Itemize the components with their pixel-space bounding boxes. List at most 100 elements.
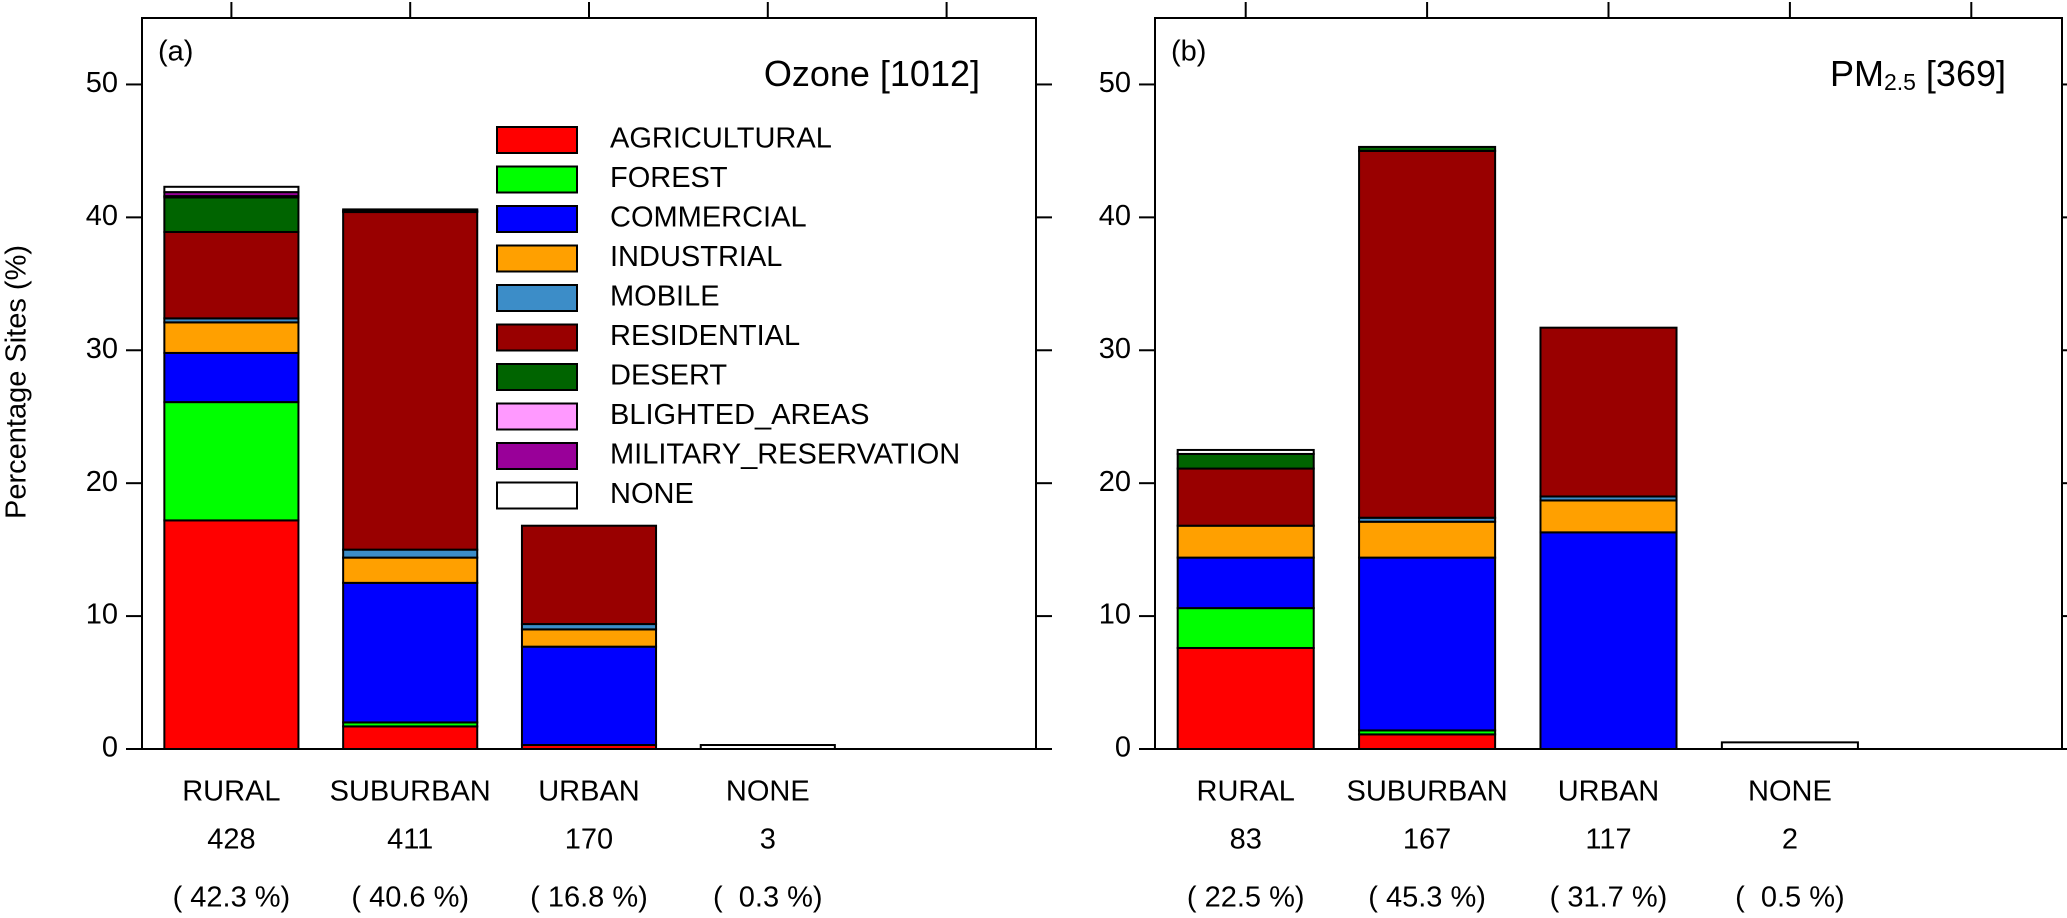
legend-label: RESIDENTIAL bbox=[610, 320, 800, 352]
bar-segment bbox=[520, 524, 658, 626]
site-count: 83 bbox=[1230, 824, 1262, 856]
legend-label: MILITARY_RESERVATION bbox=[610, 439, 960, 471]
legend-label: NONE bbox=[610, 478, 694, 510]
y-tick-label: 50 bbox=[86, 67, 118, 99]
y-tick-label: 40 bbox=[1099, 200, 1131, 232]
bar-segment bbox=[1358, 149, 1497, 519]
legend-label: COMMERCIAL bbox=[610, 202, 807, 234]
bar-segment bbox=[1358, 733, 1497, 751]
legend-label: MOBILE bbox=[610, 281, 720, 313]
bar-segment bbox=[1176, 524, 1315, 559]
bar-segment bbox=[1358, 520, 1497, 559]
site-count: 411 bbox=[387, 824, 433, 856]
legend-swatch bbox=[496, 481, 578, 510]
bar-segment bbox=[163, 185, 300, 194]
legend-label: BLIGHTED_AREAS bbox=[610, 399, 869, 431]
legend-label: AGRICULTURAL bbox=[610, 123, 832, 155]
panel-title: (a) bbox=[158, 36, 193, 68]
bar-segment bbox=[163, 351, 300, 404]
y-tick-label: 20 bbox=[86, 466, 118, 498]
bar-segment bbox=[163, 321, 300, 354]
x-tick-label: URBAN bbox=[538, 776, 640, 808]
x-tick-label: SUBURBAN bbox=[1347, 776, 1508, 808]
x-tick-label: URBAN bbox=[1558, 776, 1660, 808]
bar-segment bbox=[342, 556, 479, 584]
y-axis-label: Percentage Sites (%) bbox=[1, 245, 33, 519]
bar-segment bbox=[1539, 499, 1678, 534]
legend-swatch bbox=[496, 402, 578, 431]
share-label: ( 22.5 %) bbox=[1187, 882, 1305, 914]
legend-swatch bbox=[496, 126, 578, 154]
x-tick-label: NONE bbox=[1748, 776, 1832, 808]
y-tick-label: 40 bbox=[86, 200, 118, 232]
share-label: ( 0.3 %) bbox=[713, 882, 823, 914]
bar-segment bbox=[342, 211, 479, 551]
site-count: 170 bbox=[565, 824, 613, 856]
plot-frame bbox=[141, 17, 1037, 750]
share-label: ( 45.3 %) bbox=[1368, 882, 1486, 914]
bar-segment bbox=[342, 725, 479, 751]
panel: 0 10 20 30 40 50 RURAL 83 ( 22.5 %) SUBURBAN 167 ( … bbox=[1099, 2, 2067, 914]
x-tick-label: NONE bbox=[726, 776, 810, 808]
share-label: ( 0.5 %) bbox=[1735, 882, 1845, 914]
legend-swatch bbox=[496, 284, 578, 312]
legend-label: INDUSTRIAL bbox=[610, 241, 782, 273]
y-tick-label: 10 bbox=[86, 599, 118, 631]
bar-segment bbox=[163, 519, 300, 750]
site-count: 428 bbox=[207, 824, 255, 856]
y-tick-label: 10 bbox=[1099, 599, 1131, 631]
y-tick-label: 0 bbox=[1115, 732, 1131, 764]
site-count: 117 bbox=[1585, 824, 1631, 856]
bar-segment bbox=[1176, 607, 1315, 649]
bar-segment bbox=[163, 401, 300, 522]
y-tick-label: 0 bbox=[102, 732, 118, 764]
legend-label: DESERT bbox=[610, 360, 727, 392]
legend-swatch bbox=[496, 363, 578, 391]
legend-swatch bbox=[496, 323, 578, 352]
bar-segment bbox=[163, 230, 300, 320]
site-count: 2 bbox=[1782, 824, 1798, 856]
share-label: ( 42.3 %) bbox=[173, 882, 291, 914]
annotation: PM2.5 [369] bbox=[1830, 53, 2006, 96]
bar-segment bbox=[1176, 452, 1315, 470]
legend-swatch bbox=[496, 244, 578, 273]
annotation-part: 2.5 bbox=[1884, 69, 1916, 95]
x-tick-label: SUBURBAN bbox=[330, 776, 491, 808]
annotation-part: [369] bbox=[1916, 53, 2006, 94]
share-label: ( 16.8 %) bbox=[530, 882, 648, 914]
x-tick-label: RURAL bbox=[182, 776, 280, 808]
x-tick-label: RURAL bbox=[1197, 776, 1295, 808]
plot-frame bbox=[1154, 17, 2063, 750]
bar-segment bbox=[1176, 448, 1315, 455]
annotation-part: PM bbox=[1830, 53, 1884, 94]
legend-swatch bbox=[496, 165, 578, 194]
legend-label: FOREST bbox=[610, 162, 728, 194]
y-tick-label: 30 bbox=[86, 333, 118, 365]
y-tick-label: 50 bbox=[1099, 67, 1131, 99]
y-tick-label: 30 bbox=[1099, 333, 1131, 365]
bar-segment bbox=[1176, 646, 1315, 750]
site-count: 3 bbox=[760, 824, 776, 856]
bar-segment bbox=[1358, 556, 1497, 732]
bar-segment bbox=[1358, 145, 1497, 152]
bar-segment bbox=[1539, 326, 1678, 498]
share-label: ( 31.7 %) bbox=[1550, 882, 1668, 914]
bar-segment bbox=[342, 581, 479, 724]
bar-segment bbox=[163, 196, 300, 233]
bar-segment bbox=[342, 208, 479, 212]
legend-swatch bbox=[496, 442, 578, 470]
annotation-part: Ozone [1012] bbox=[764, 53, 980, 94]
legend-swatch bbox=[496, 205, 578, 233]
bar-segment bbox=[520, 645, 658, 747]
annotation: Ozone [1012] bbox=[764, 53, 980, 94]
panel-title: (b) bbox=[1171, 36, 1206, 68]
bar-segment bbox=[342, 548, 479, 559]
bar-segment bbox=[1176, 556, 1315, 610]
bar-segment bbox=[1539, 531, 1678, 750]
panel: 0 10 20 30 40 50 RURAL 428 ( 42.3 %) SUBURBAN 411 (… bbox=[1, 2, 1052, 914]
site-count: 167 bbox=[1403, 824, 1451, 856]
bar-segment bbox=[520, 628, 658, 648]
y-tick-label: 20 bbox=[1099, 466, 1131, 498]
bar-segment bbox=[1176, 467, 1315, 527]
